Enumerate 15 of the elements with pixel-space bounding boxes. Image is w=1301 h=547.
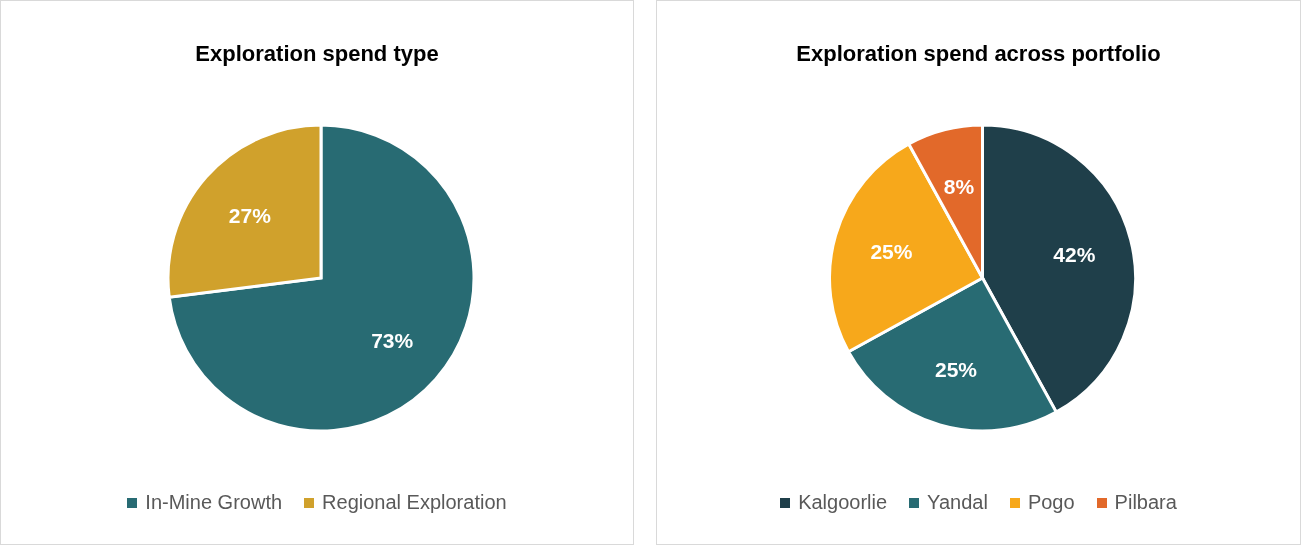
data-label: 25%	[935, 357, 978, 381]
data-label: 27%	[228, 203, 272, 227]
legend-label: Regional Exploration	[322, 491, 507, 514]
legend-label: Yandal	[927, 491, 988, 514]
legend-label: Pilbara	[1114, 491, 1177, 514]
data-label: 8%	[943, 174, 975, 198]
legend-label: Kalgoorlie	[798, 491, 888, 514]
data-label: 73%	[371, 329, 414, 353]
chart-title: Exploration spend across portfolio	[795, 41, 1162, 67]
legend-label: In-Mine Growth	[145, 491, 283, 514]
legend-label: Pogo	[1027, 491, 1075, 514]
data-label: 25%	[870, 240, 913, 264]
data-label: 42%	[1053, 242, 1096, 266]
pie-slice	[167, 123, 476, 433]
chart-title: Exploration spend type	[194, 41, 440, 67]
